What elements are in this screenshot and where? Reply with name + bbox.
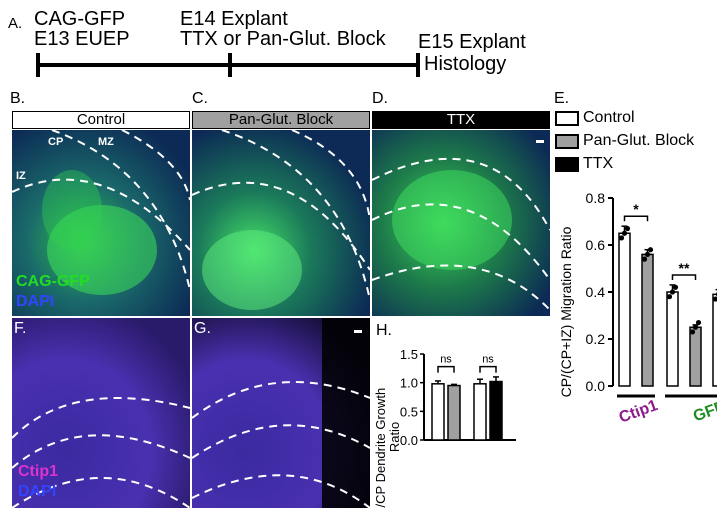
stain-label-ctip1: Ctip1 xyxy=(18,463,58,480)
data-point xyxy=(692,324,699,330)
significance-label: ns xyxy=(482,354,494,366)
data-point xyxy=(647,247,654,253)
panel-c-letter: C. xyxy=(192,90,208,107)
y-axis-label: MZ/CP Dendrite Growth xyxy=(373,388,388,508)
data-point xyxy=(715,292,717,297)
legend-label: Pan-Glut. Block xyxy=(583,132,695,149)
data-point xyxy=(669,289,676,295)
panel-f-letter: F. xyxy=(14,320,27,337)
panel-e-letter: E. xyxy=(554,90,570,107)
y-tick-label: 0.4 xyxy=(586,284,606,300)
y-tick-label: 1.0 xyxy=(400,376,418,391)
panel-b-letter: B. xyxy=(10,90,26,107)
chart-migration-ratio: 0.0 0.2 0.4 0.6 0.8 CP/(CP+IZ) Migration Rati… xyxy=(558,190,717,427)
legend-item: Control xyxy=(555,109,635,129)
micrograph-panglut-ctip1 xyxy=(192,318,370,508)
data-point xyxy=(644,251,651,258)
panel-h-letter: H. xyxy=(376,322,392,339)
micrograph-ttx-gfp xyxy=(372,130,550,316)
timeline-end-line1: E15 Explant xyxy=(418,31,526,53)
legend-label: Control xyxy=(583,109,635,126)
timeline-mid-line2: TTX or Pan-Glut. Block xyxy=(180,28,386,50)
panel-d-letter: D. xyxy=(372,90,388,107)
bar xyxy=(666,291,679,387)
timeline-start-line2: E13 EUEP xyxy=(34,28,130,50)
bar xyxy=(431,383,445,441)
legend-label: TTX xyxy=(583,155,614,172)
data-point xyxy=(672,284,679,290)
bar xyxy=(447,384,461,441)
significance-label: ns xyxy=(440,354,452,366)
timeline-end-line2: Histology xyxy=(424,53,507,75)
y-tick-label: 0.5 xyxy=(400,404,418,419)
micrograph-panglut-gfp xyxy=(192,130,370,316)
y-axis-label-line2: Ratio xyxy=(387,422,402,452)
y-tick-label: 0.0 xyxy=(586,378,606,394)
data-point xyxy=(689,329,696,335)
significance-label: ** xyxy=(679,260,690,276)
y-axis-label: CP/(CP+IZ) Migration Ratio xyxy=(558,226,574,397)
legend: Control Pan-Glut. Block TTX xyxy=(555,109,715,177)
data-point xyxy=(621,230,628,236)
y-tick-label: 0.6 xyxy=(586,237,606,253)
stain-label-dapi-bottom: DAPI xyxy=(18,483,57,500)
header-panglut: Pan-Glut. Block xyxy=(192,111,370,129)
header-control: Control xyxy=(12,111,190,129)
group-label: Ctip1 xyxy=(617,397,660,427)
bar xyxy=(489,380,503,441)
legend-swatch xyxy=(555,156,579,172)
data-point xyxy=(695,319,702,326)
legend-item: TTX xyxy=(555,155,613,175)
timeline-start-line1: CAG-GFP xyxy=(34,8,126,30)
bar xyxy=(618,232,631,387)
data-point xyxy=(641,256,648,262)
micrograph-control-ctip1 xyxy=(12,318,190,508)
data-point xyxy=(618,235,625,241)
y-tick-label: 0.0 xyxy=(400,433,418,448)
label-mz: MZ xyxy=(98,136,114,148)
header-ttx: TTX xyxy=(372,111,550,129)
data-point xyxy=(666,294,673,300)
bar xyxy=(473,383,487,441)
bar xyxy=(641,253,654,387)
label-iz: IZ xyxy=(16,170,26,182)
micrograph-control-gfp xyxy=(12,130,190,316)
legend-item: Pan-Glut. Block xyxy=(555,132,694,152)
data-point xyxy=(712,296,717,302)
significance-bracket xyxy=(479,365,497,373)
data-point xyxy=(624,225,631,232)
stain-label-dapi-top: DAPI xyxy=(16,293,55,310)
legend-swatch xyxy=(555,133,579,149)
y-tick-label: 0.2 xyxy=(586,331,606,347)
y-tick-label: 0.8 xyxy=(586,190,606,206)
timeline-mid-line1: E14 Explant xyxy=(180,8,288,30)
significance-bracket xyxy=(437,365,455,373)
label-cp: CP xyxy=(48,136,64,148)
legend-swatch xyxy=(555,110,579,126)
panel-a-letter: A. xyxy=(8,15,23,32)
panel-g-letter: G. xyxy=(194,320,211,337)
bar xyxy=(689,326,702,387)
group-label: GFP xyxy=(691,398,717,425)
stain-label-cag-gfp: CAG-GFP xyxy=(16,273,90,290)
chart-dendrite-growth: 0.0 0.5 1.0 1.5 MZ/CP Dendrite Growth Ratio ns… xyxy=(373,347,516,508)
timeline-axis xyxy=(36,53,420,77)
significance-bracket xyxy=(671,274,697,280)
significance-bracket xyxy=(623,215,649,222)
y-tick-label: 1.5 xyxy=(400,347,418,362)
significance-label: * xyxy=(633,201,639,217)
bar xyxy=(712,293,717,387)
